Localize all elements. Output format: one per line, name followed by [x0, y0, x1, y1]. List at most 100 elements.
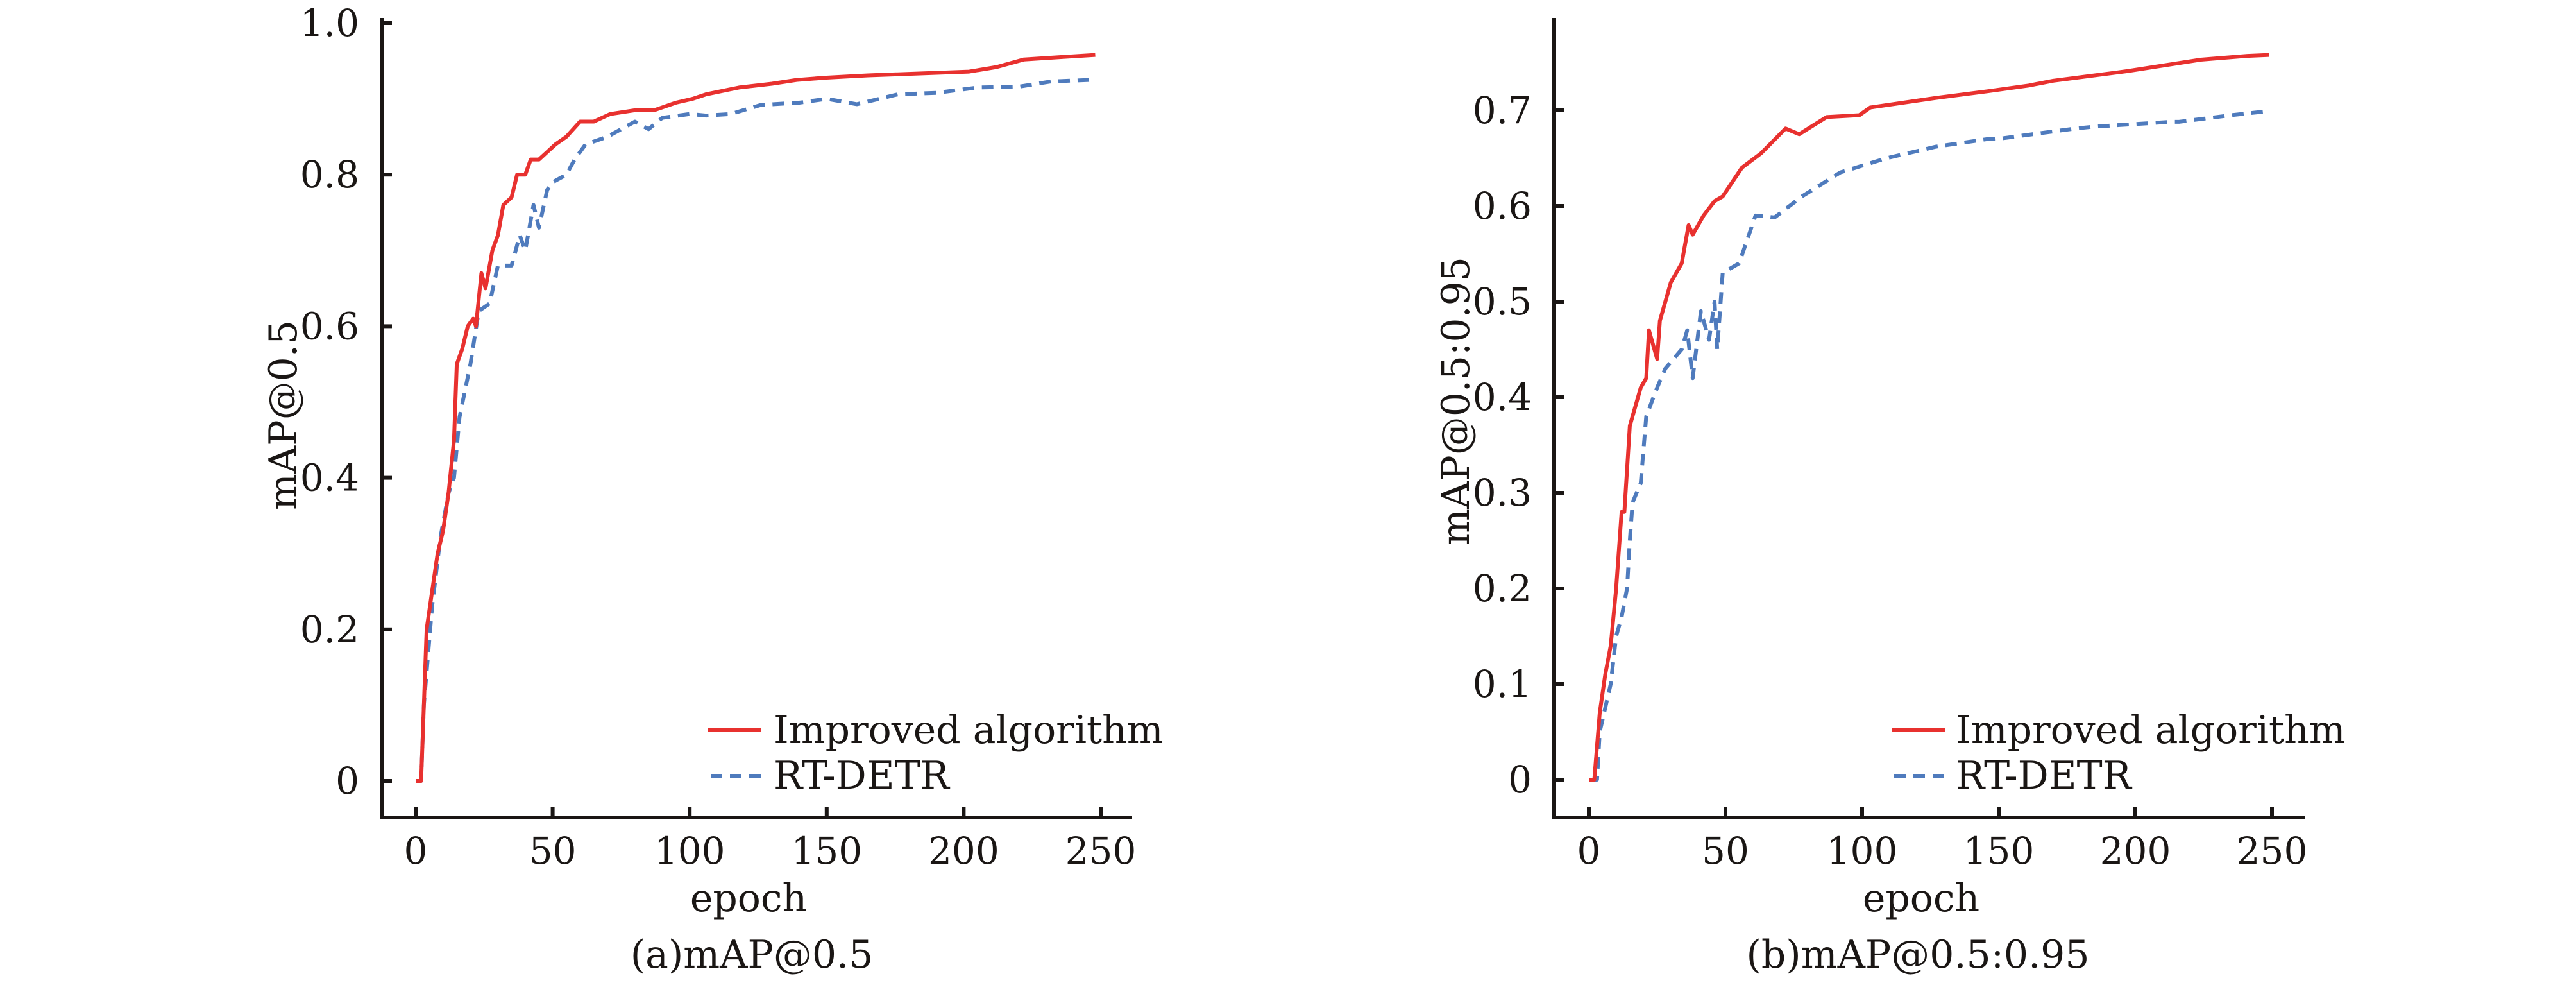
point-rt-detr	[1935, 146, 1937, 148]
point-rt-detr	[1645, 415, 1648, 418]
y-tick-label: 0	[335, 759, 359, 803]
x-axis-title: epoch	[690, 876, 807, 921]
point-rt-detr	[1754, 214, 1757, 217]
point-rt-detr	[518, 234, 521, 237]
y-tick-label: 0.2	[300, 608, 359, 651]
legend-a: Improved algorithm RT-DETR	[708, 708, 1164, 798]
point-rt-detr	[584, 143, 587, 146]
point-rt-detr	[1774, 216, 1776, 219]
x-tick-label: 100	[654, 829, 725, 873]
y-axis-title: mAP@0.5:0.95	[1434, 257, 1479, 545]
point-improved-algorithm	[511, 196, 513, 199]
point-rt-detr	[1629, 540, 1631, 542]
point-rt-detr	[546, 189, 548, 191]
point-rt-detr	[661, 117, 664, 119]
y-tick-label: 0.8	[300, 153, 359, 196]
point-improved-algorithm	[502, 203, 505, 206]
x-tick-label: 50	[529, 829, 577, 873]
point-improved-algorithm	[1784, 127, 1787, 130]
point-improved-algorithm	[1681, 262, 1683, 264]
x-tick-label: 250	[1065, 829, 1137, 873]
point-improved-algorithm	[529, 158, 532, 161]
point-improved-algorithm	[1623, 511, 1625, 513]
y-tick-label: 0.5	[1473, 280, 1532, 323]
point-rt-detr	[1713, 300, 1716, 303]
chart-panel-a: 0 0.2 0.4 0.6 0.8 1.0 0 50 100 150 200 250 mAP@0.5…	[261, 1, 1164, 977]
point-rt-detr	[2003, 137, 2006, 139]
y-tick-label: 0.3	[1473, 471, 1532, 515]
point-rt-detr	[1672, 357, 1675, 360]
point-rt-detr	[1050, 80, 1053, 83]
axes-b	[1552, 18, 2305, 819]
point-rt-detr	[705, 114, 708, 117]
point-improved-algorithm	[1604, 673, 1607, 676]
series-line-rt-detr	[416, 78, 1090, 783]
point-improved-algorithm	[593, 121, 595, 123]
point-improved-algorithm	[609, 113, 611, 116]
y-tick-label: 0	[1508, 758, 1532, 801]
point-rt-detr	[2178, 121, 2180, 123]
point-rt-detr	[1656, 386, 1659, 389]
point-improved-algorithm	[968, 71, 970, 73]
x-tick-label: 250	[2237, 829, 2308, 873]
point-improved-algorithm	[675, 101, 677, 104]
point-rt-detr	[897, 93, 899, 96]
chart-panel-b: 0 0.1 0.2 0.3 0.4 0.5 0.6 0.7 0 50 100 150 200 250 m…	[1434, 18, 2346, 977]
point-improved-algorithm	[826, 76, 828, 79]
point-improved-algorithm	[1798, 133, 1801, 135]
legend-label-improved: Improved algorithm	[774, 708, 1164, 753]
point-rt-detr	[458, 416, 461, 418]
point-rt-detr	[1681, 348, 1683, 351]
point-rt-detr	[1738, 262, 1740, 264]
point-improved-algorithm	[516, 173, 518, 176]
point-rt-detr	[1707, 339, 1710, 341]
point-rt-detr	[688, 113, 691, 116]
point-improved-algorithm	[496, 234, 499, 237]
y-tick-label: 0.7	[1473, 89, 1532, 132]
point-rt-detr	[1089, 79, 1091, 81]
point-improved-algorithm	[1713, 200, 1716, 203]
point-rt-detr	[1691, 377, 1694, 379]
point-improved-algorithm	[1702, 214, 1705, 217]
point-improved-algorithm	[1634, 406, 1636, 408]
point-improved-algorithm	[1094, 54, 1097, 56]
point-rt-detr	[935, 92, 938, 94]
point-rt-detr	[1839, 171, 1842, 174]
y-tick-label: 0.4	[300, 456, 359, 500]
point-rt-detr	[976, 86, 979, 89]
point-improved-algorithm	[2268, 54, 2271, 56]
point-improved-algorithm	[2126, 70, 2128, 73]
series-layer-b	[1589, 53, 2271, 782]
point-improved-algorithm	[1670, 281, 1672, 284]
point-improved-algorithm	[2246, 55, 2249, 57]
legend-b: Improved algorithm RT-DETR	[1892, 708, 2346, 798]
point-improved-algorithm	[867, 74, 869, 77]
y-ticks-b: 0 0.1 0.2 0.3 0.4 0.5 0.6 0.7	[1473, 89, 1564, 801]
x-tick-label: 200	[2100, 829, 2171, 873]
point-improved-algorithm	[524, 173, 527, 176]
point-improved-algorithm	[1935, 97, 1937, 99]
point-rt-detr	[538, 227, 540, 229]
point-improved-algorithm	[453, 439, 455, 441]
point-rt-detr	[2169, 121, 2172, 123]
point-improved-algorithm	[1058, 56, 1061, 58]
point-improved-algorithm	[1645, 377, 1648, 379]
x-ticks-a: 0 50 100 150 200 250	[404, 807, 1137, 873]
point-rt-detr	[1609, 683, 1612, 685]
point-improved-algorithm	[442, 529, 445, 532]
point-improved-algorithm	[414, 780, 417, 782]
point-rt-detr	[2074, 127, 2076, 130]
point-improved-algorithm	[1656, 357, 1659, 360]
point-rt-detr	[634, 121, 636, 123]
point-rt-detr	[1801, 195, 1803, 198]
point-rt-detr	[565, 173, 568, 176]
point-improved-algorithm	[480, 272, 483, 275]
point-rt-detr	[532, 203, 535, 206]
point-rt-detr	[524, 249, 527, 252]
point-rt-detr	[488, 302, 491, 305]
y-tick-label: 0.6	[1473, 184, 1532, 228]
point-improved-algorithm	[770, 83, 773, 85]
y-tick-label: 0.2	[1473, 567, 1532, 610]
point-improved-algorithm	[738, 86, 740, 89]
point-rt-detr	[647, 128, 650, 130]
